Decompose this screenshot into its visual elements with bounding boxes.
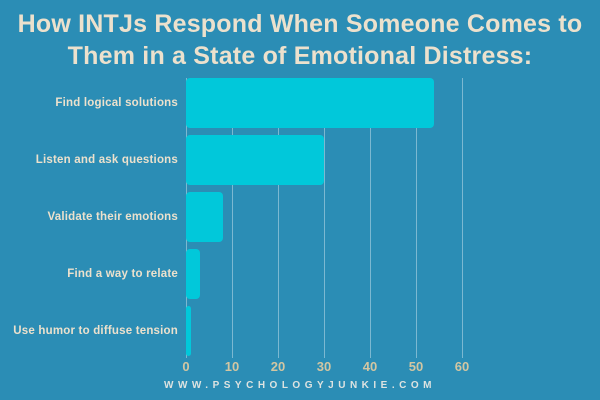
bar [186, 78, 435, 128]
chart-title: How INTJs Respond When Someone Comes to … [17, 10, 583, 70]
x-tick-label: 40 [362, 359, 378, 374]
bar [186, 306, 191, 356]
bar [186, 192, 223, 242]
x-tick-label: 60 [454, 359, 470, 374]
category-label: Find a way to relate [67, 268, 178, 280]
website-footer: WWW.PSYCHOLOGYJUNKIE.COM [164, 380, 436, 391]
category-label: Validate their emotions [47, 211, 178, 223]
gridline-10 [232, 78, 233, 358]
bar-chart: Find logical solutions Listen and ask que… [0, 78, 600, 378]
x-tick-label: 10 [224, 359, 240, 374]
gridline-60 [462, 78, 463, 358]
category-label: Use humor to diffuse tension [13, 325, 178, 337]
gridline-50 [416, 78, 417, 358]
x-tick-label: 0 [182, 359, 190, 374]
gridline-30 [324, 78, 325, 358]
gridline-20 [278, 78, 279, 358]
gridline-40 [370, 78, 371, 358]
bar [186, 249, 200, 299]
x-tick-label: 50 [408, 359, 424, 374]
bar [186, 135, 324, 185]
x-tick-label: 20 [270, 359, 286, 374]
category-label: Listen and ask questions [35, 154, 178, 166]
x-tick-label: 30 [316, 359, 332, 374]
category-label: Find logical solutions [55, 97, 178, 109]
